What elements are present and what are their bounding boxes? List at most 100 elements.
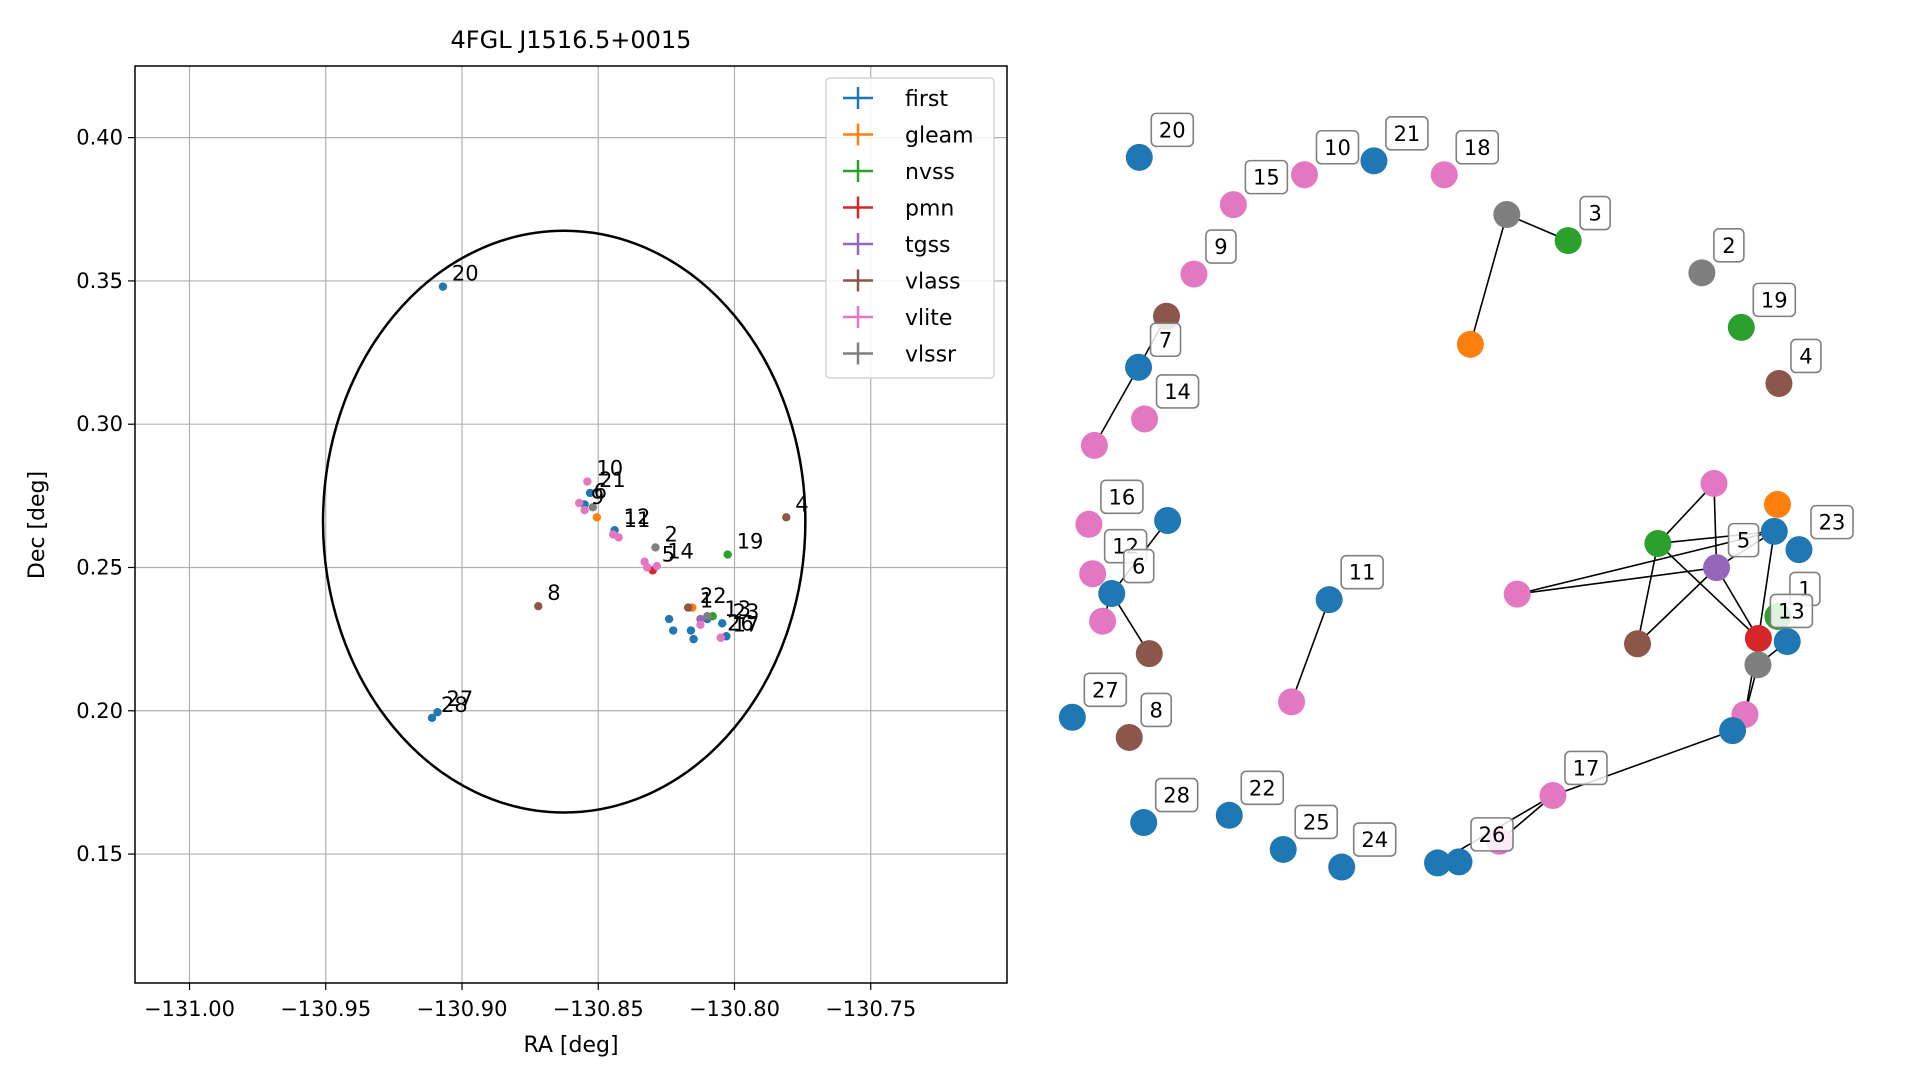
legend-entry-tgss: tgss [843, 233, 951, 258]
scatter-point-vlass [782, 513, 791, 522]
label-text: 8 [1150, 698, 1163, 722]
point-label: 27 [446, 687, 473, 711]
network-node-label: 21 [1385, 116, 1429, 151]
network-node-vlssr [1493, 201, 1521, 229]
network-node-label: 28 [1154, 777, 1199, 813]
network-node-first [1424, 849, 1452, 877]
point-label: 6 [594, 479, 607, 503]
network-node-vlite [1079, 560, 1107, 588]
label-box [1470, 817, 1514, 852]
network-node-vlite [1089, 607, 1117, 635]
network-node-vlite [1503, 580, 1531, 608]
network-node-label: 14 [1155, 374, 1200, 409]
legend-entry-vlite: vlite [843, 306, 952, 331]
label-text: 20 [1159, 118, 1186, 142]
label-text: 18 [1464, 136, 1491, 160]
scatter-point-vlass [534, 601, 543, 611]
label-box [1154, 777, 1199, 813]
label-text: 3 [1588, 202, 1601, 226]
legend-entry-vlass: vlass [843, 269, 961, 295]
label-text: 25 [1303, 810, 1330, 834]
network-node-first [1269, 835, 1297, 863]
point-label: 28 [441, 693, 468, 717]
label-text: 22 [1249, 776, 1276, 800]
x-tick-label: −130.75 [825, 997, 916, 1021]
label-box [1564, 750, 1608, 786]
legend-entries: first gleam nvss pmn tgss vlass vlite vlssr [843, 87, 974, 368]
point-label: 11 [624, 508, 651, 532]
network-node-tgss [1703, 554, 1731, 582]
label-box [1315, 129, 1360, 165]
label-box [1205, 229, 1237, 264]
network-nodes [1058, 143, 1813, 881]
network-node-first [1760, 517, 1788, 545]
network-node-vlite [1539, 781, 1567, 809]
network-node-vlite [1278, 688, 1306, 716]
y-tick-label: 0.25 [76, 555, 123, 579]
label-box [1150, 112, 1195, 148]
network-edge [1517, 566, 1717, 595]
legend: first gleam nvss pmn tgss vlass vlite vlssr [825, 77, 995, 379]
network-node-label: 4 [1790, 338, 1822, 374]
network-node-vlite [1131, 405, 1159, 433]
label-text: 21 [1394, 122, 1421, 146]
network-node-first [1719, 717, 1747, 745]
network-node-first [1098, 580, 1126, 608]
network-edge [1469, 214, 1508, 345]
network-node-label: 16 [1100, 479, 1144, 515]
label-text: 11 [1349, 561, 1376, 585]
scatter-point-vlite [643, 563, 652, 572]
label-text: 17 [1573, 756, 1600, 780]
scatter-point-vlssr [703, 612, 712, 621]
network-node-label: 27 [1083, 672, 1128, 708]
label-box [1149, 322, 1182, 358]
point-label: 5 [662, 542, 675, 566]
label-box [1100, 479, 1144, 515]
legend-entry-gleam: gleam [843, 123, 974, 149]
legend-entry-nvss: nvss [843, 160, 955, 185]
scatter-point-vlite [652, 561, 662, 571]
point-label: 20 [452, 262, 479, 286]
legend-label: vlass [905, 270, 961, 295]
network-node-label: 3 [1579, 195, 1611, 231]
label-box [1155, 374, 1200, 409]
network-node-first [1773, 628, 1801, 656]
network-node-first [1130, 809, 1158, 837]
network-node-label: 7 [1149, 322, 1182, 358]
scatter-points [427, 282, 791, 723]
network-edge [1636, 567, 1718, 645]
network-node-vlite [1075, 510, 1103, 538]
legend-label: tgss [905, 233, 951, 258]
network-node-label: 8 [1140, 692, 1173, 728]
network-edge [1757, 531, 1776, 639]
network-node-label: 19 [1752, 282, 1797, 318]
label-text: 23 [1819, 511, 1846, 535]
network-node-first [1058, 703, 1086, 731]
network-node-vlite [1180, 260, 1208, 288]
network-node-nvss [1727, 313, 1755, 341]
network-node-vlass [1135, 640, 1163, 668]
network-node-label: 9 [1205, 229, 1237, 264]
legend-label: pmn [905, 197, 954, 222]
network-node-first [1360, 147, 1388, 175]
plot-frame [134, 65, 1008, 984]
network-node-label: 18 [1455, 129, 1500, 165]
network-node-vlite [1080, 431, 1108, 459]
legend-label: gleam [905, 124, 974, 149]
network-node-first [1445, 848, 1473, 876]
legend-box [825, 77, 995, 379]
legend-label: vlssr [905, 343, 957, 368]
y-tick-label: 0.30 [76, 412, 123, 436]
scatter-point-vlite [580, 505, 589, 515]
y-tick-label: 0.40 [76, 126, 123, 150]
network-edge [1093, 366, 1140, 446]
x-tick-label: −130.90 [416, 997, 507, 1021]
point-label: 26 [727, 611, 754, 635]
network-node-first [1785, 536, 1813, 564]
network-edge [1657, 542, 1759, 640]
point-label: 8 [547, 581, 560, 605]
label-box [1713, 228, 1745, 263]
scatter-point-first [689, 634, 698, 644]
scatter-point-vlssr [651, 543, 660, 552]
